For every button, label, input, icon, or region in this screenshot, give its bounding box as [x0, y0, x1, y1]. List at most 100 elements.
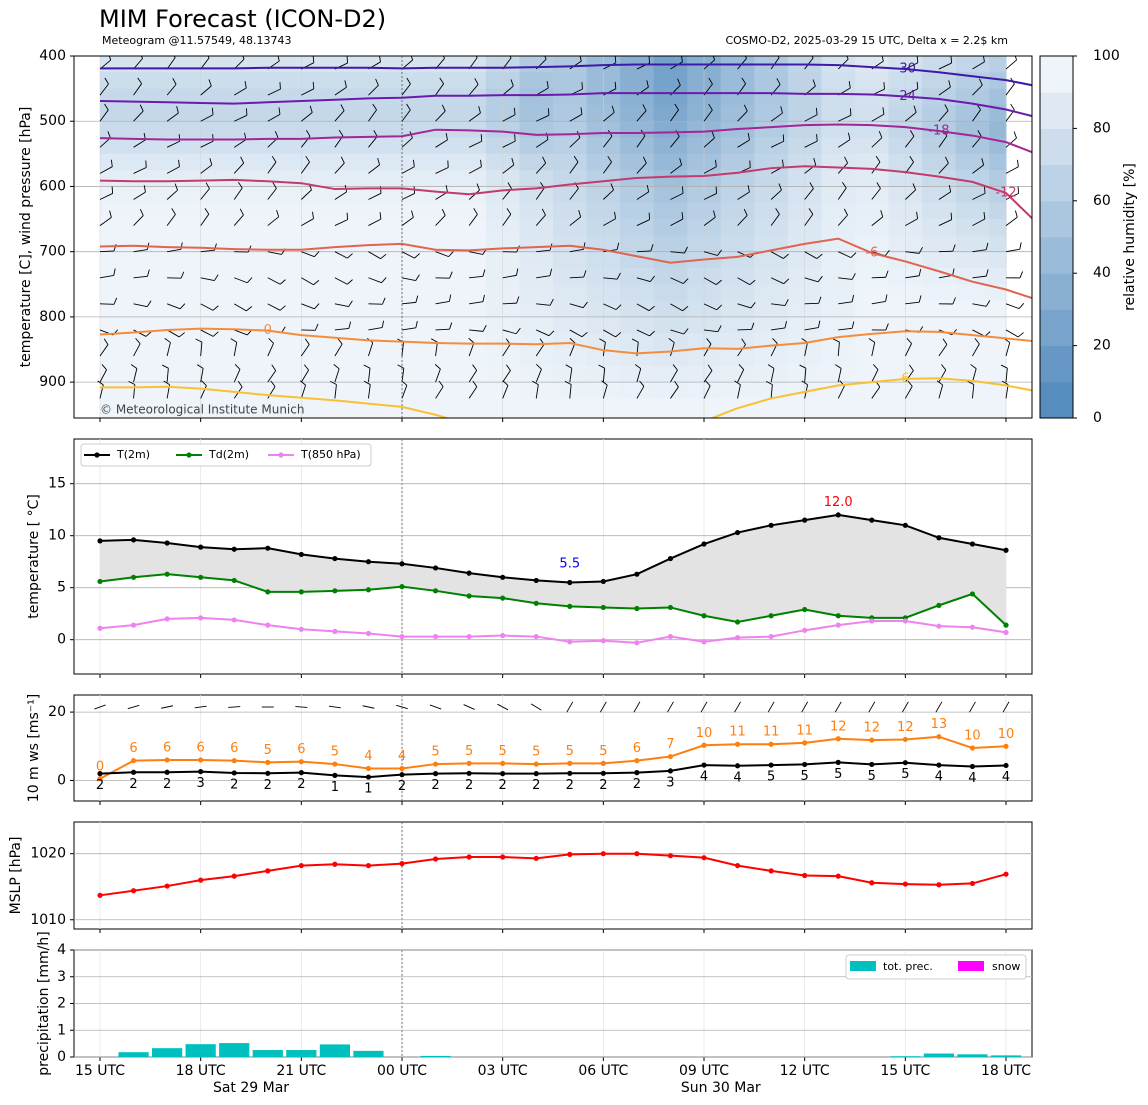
wind-barb [267, 303, 281, 311]
wind-barb [233, 214, 244, 226]
wind-barb-flag [832, 338, 840, 343]
series-0-point [902, 522, 908, 528]
x-tick-label: 15 UTC [880, 1063, 930, 1079]
wind-barb-flag [511, 158, 515, 166]
wind-barb [536, 275, 551, 279]
series-0-point [936, 535, 942, 541]
x-tick-label: 18 UTC [176, 1063, 226, 1079]
series-0-point [734, 529, 741, 536]
humidity-cell [217, 202, 252, 220]
series-0-point [164, 540, 170, 546]
wind-barb [99, 250, 115, 253]
humidity-cell [888, 202, 923, 220]
series-2-point [567, 639, 573, 645]
wind-barb [502, 329, 517, 335]
x-tick-label: 00 UTC [377, 1063, 427, 1079]
humidity-cell [116, 398, 151, 416]
wind-barb [435, 328, 450, 331]
wind-barb [871, 342, 876, 357]
gust-label: 7 [666, 737, 674, 752]
humidity-cell [217, 284, 252, 302]
wind-barb-flag [916, 81, 919, 89]
wind-barb [468, 84, 479, 96]
wind-barb [636, 191, 649, 200]
humidity-cell [452, 235, 487, 253]
wind-barb-flag [715, 279, 722, 285]
wind-barb [502, 344, 511, 357]
wind-barb [502, 140, 516, 148]
humidity-cell [653, 104, 688, 122]
wind-barb-flag [743, 104, 748, 112]
humidity-cell [720, 153, 755, 171]
series-0-point [265, 545, 271, 551]
humidity-cell [955, 137, 990, 155]
humidity-cell [821, 284, 856, 302]
humidity-cell [251, 284, 286, 302]
wind-barb-flag [314, 323, 319, 331]
mslp-point [634, 851, 640, 857]
wind-barb-flag [614, 56, 617, 63]
surface-wind-barb [94, 704, 106, 710]
humidity-cell [284, 88, 319, 106]
wind-barb [267, 161, 277, 174]
wind-barb-flag [532, 380, 539, 385]
wind-barb [401, 193, 415, 200]
humidity-cell [754, 153, 789, 171]
wind-barb [871, 216, 884, 226]
humidity-cell [720, 88, 755, 106]
wind-barb-flag [913, 105, 917, 113]
wind-barb [904, 386, 913, 399]
gust-line [99, 735, 1007, 780]
wind-barb [166, 214, 176, 226]
wind-barb-flag [811, 56, 814, 59]
wind-barb-flag [380, 253, 387, 260]
wind-barb [603, 303, 617, 311]
humidity-cell [485, 284, 521, 302]
humidity-cell [116, 333, 151, 351]
wind-barb [502, 302, 517, 305]
surface-wind-barb [801, 701, 809, 713]
wind-barb-flag [734, 380, 741, 386]
humidity-cell [553, 333, 588, 351]
colorbar-band [1040, 309, 1073, 347]
gust-point [768, 741, 774, 747]
wind-barb [904, 370, 914, 383]
humidity-cell [318, 284, 353, 302]
wind-barb [569, 216, 581, 226]
wind-speed-point [701, 762, 707, 768]
wind-barb [602, 368, 606, 383]
humidity-cell [150, 153, 185, 171]
wind-barb [535, 344, 545, 357]
humidity-cell [787, 414, 823, 418]
series-0-point [1003, 547, 1009, 553]
precip-y-tick-label: 4 [57, 942, 66, 958]
wind-barb-flag [885, 294, 888, 302]
humidity-cell [318, 88, 353, 106]
wind-barb-flag [140, 56, 144, 59]
precip-bar [219, 1043, 250, 1057]
wind-barb [536, 249, 551, 253]
wind-barb [837, 139, 851, 148]
mslp-point [936, 882, 942, 888]
humidity-cell [754, 284, 789, 302]
wind-barb [166, 342, 171, 357]
wind-barb-flag [801, 380, 808, 386]
humidity-cell [989, 414, 1007, 418]
humidity-cell [217, 300, 252, 318]
isotherm-label: -18 [928, 124, 949, 139]
humidity-cell [385, 153, 420, 171]
humidity-cell [653, 316, 688, 334]
wind-speed-point [1003, 762, 1009, 769]
wind-barb-flag [780, 106, 783, 114]
humidity-cell [653, 121, 688, 139]
precip-bar [923, 1053, 954, 1057]
wind-barb [938, 219, 952, 226]
wind-barb [99, 369, 107, 383]
humidity-cell [586, 121, 621, 139]
gust-label: 5 [499, 744, 507, 759]
humidity-cell [553, 316, 588, 334]
humidity-cell [183, 235, 219, 253]
humidity-cell [955, 284, 990, 302]
humidity-cell [553, 300, 588, 318]
humidity-cell [586, 414, 621, 418]
